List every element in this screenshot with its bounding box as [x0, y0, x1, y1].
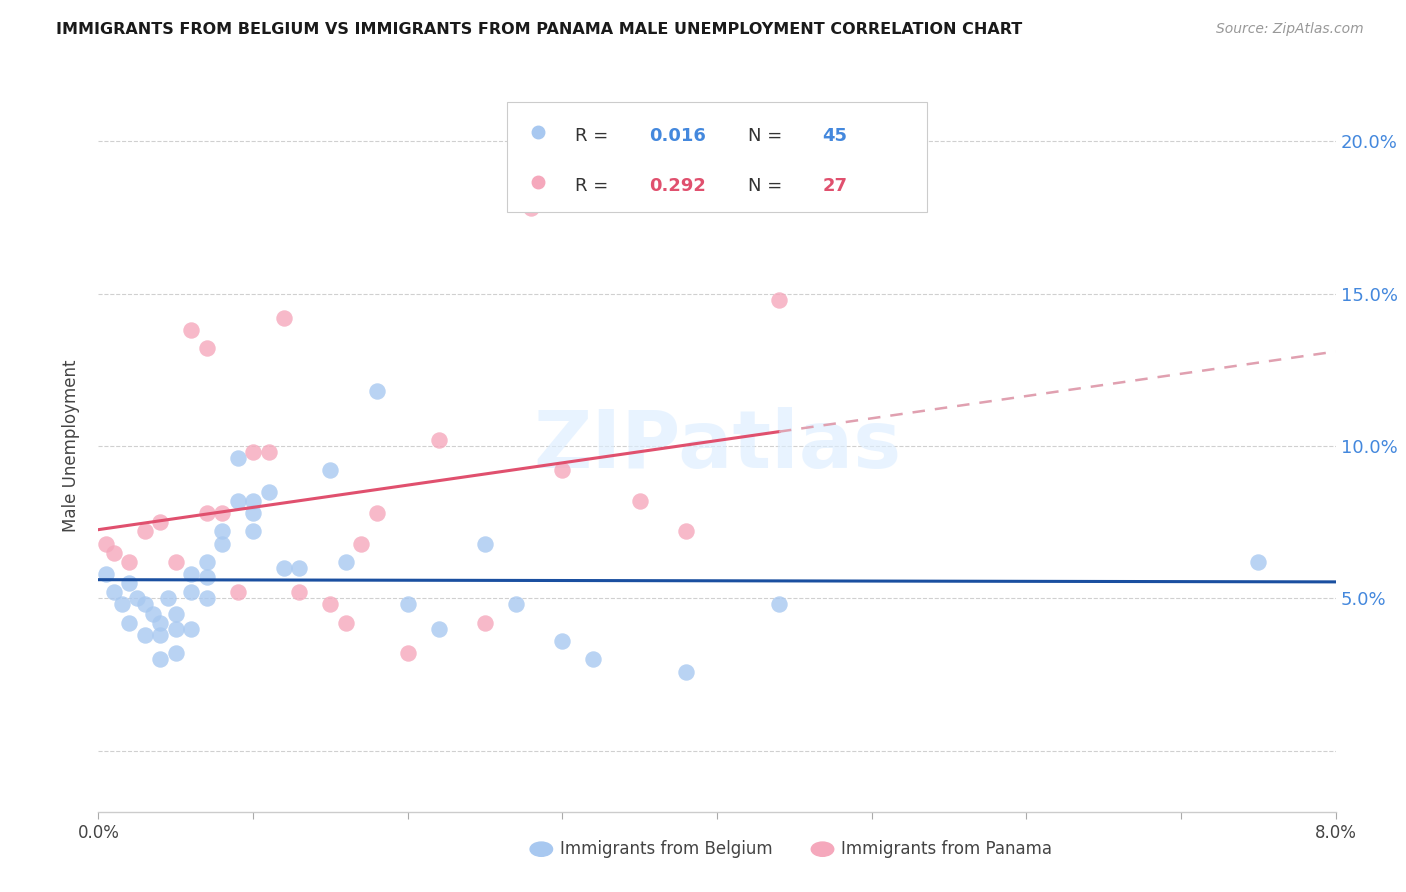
Point — [505, 598, 527, 612]
Text: 0.016: 0.016 — [650, 127, 706, 145]
Y-axis label: Male Unemployment: Male Unemployment — [62, 359, 80, 533]
Point — [180, 585, 202, 599]
Text: Immigrants from Belgium: Immigrants from Belgium — [560, 840, 772, 858]
Point — [242, 506, 264, 520]
FancyBboxPatch shape — [506, 103, 928, 212]
Point — [226, 451, 249, 466]
Text: R =: R = — [575, 127, 614, 145]
Point — [118, 576, 141, 591]
Point — [768, 293, 790, 307]
Point — [520, 202, 543, 216]
Point — [165, 646, 187, 660]
Point — [768, 598, 790, 612]
Point — [427, 433, 450, 447]
Point — [582, 652, 605, 666]
Point — [134, 628, 156, 642]
Point — [195, 591, 218, 606]
Point — [396, 598, 419, 612]
Text: Immigrants from Panama: Immigrants from Panama — [841, 840, 1052, 858]
Text: Source: ZipAtlas.com: Source: ZipAtlas.com — [1216, 22, 1364, 37]
Point — [211, 524, 233, 539]
Point — [257, 484, 280, 499]
Point — [366, 384, 388, 398]
Point — [165, 622, 187, 636]
Point — [195, 342, 218, 356]
Point — [396, 646, 419, 660]
Point — [127, 591, 149, 606]
Point — [165, 555, 187, 569]
Point — [319, 598, 342, 612]
Point — [96, 567, 118, 582]
Point — [335, 555, 357, 569]
Point — [103, 546, 125, 560]
Point — [180, 323, 202, 337]
Text: 45: 45 — [823, 127, 848, 145]
Point — [149, 515, 172, 529]
Point — [319, 463, 342, 477]
Point — [134, 524, 156, 539]
Point — [195, 570, 218, 584]
Text: N =: N = — [748, 127, 787, 145]
Point — [474, 536, 496, 550]
Point — [675, 665, 697, 679]
Point — [1247, 555, 1270, 569]
Point — [149, 628, 172, 642]
Point — [551, 634, 574, 648]
Text: ZIPatlas: ZIPatlas — [533, 407, 901, 485]
Point — [180, 622, 202, 636]
Point — [273, 311, 295, 326]
Point — [118, 555, 141, 569]
Point — [165, 607, 187, 621]
Point — [242, 493, 264, 508]
Point — [118, 615, 141, 630]
Point — [157, 591, 180, 606]
Point — [474, 615, 496, 630]
Point — [628, 493, 651, 508]
Point — [242, 524, 264, 539]
Point — [195, 506, 218, 520]
Point — [675, 524, 697, 539]
Text: IMMIGRANTS FROM BELGIUM VS IMMIGRANTS FROM PANAMA MALE UNEMPLOYMENT CORRELATION : IMMIGRANTS FROM BELGIUM VS IMMIGRANTS FR… — [56, 22, 1022, 37]
Text: N =: N = — [748, 177, 787, 195]
Point — [211, 506, 233, 520]
Point — [366, 506, 388, 520]
Point — [195, 555, 218, 569]
Point — [149, 615, 172, 630]
Point — [427, 622, 450, 636]
Point — [142, 607, 165, 621]
Point — [288, 561, 311, 575]
Point — [226, 585, 249, 599]
Point — [350, 536, 373, 550]
Point — [180, 567, 202, 582]
Text: 27: 27 — [823, 177, 848, 195]
Text: R =: R = — [575, 177, 614, 195]
Point — [211, 536, 233, 550]
Point — [551, 463, 574, 477]
Point — [257, 445, 280, 459]
Point — [273, 561, 295, 575]
Point — [96, 536, 118, 550]
Point — [288, 585, 311, 599]
Point — [103, 585, 125, 599]
Text: 0.292: 0.292 — [650, 177, 706, 195]
Point — [226, 493, 249, 508]
Point — [134, 598, 156, 612]
Point — [242, 445, 264, 459]
Point — [335, 615, 357, 630]
Point — [111, 598, 134, 612]
Point — [149, 652, 172, 666]
